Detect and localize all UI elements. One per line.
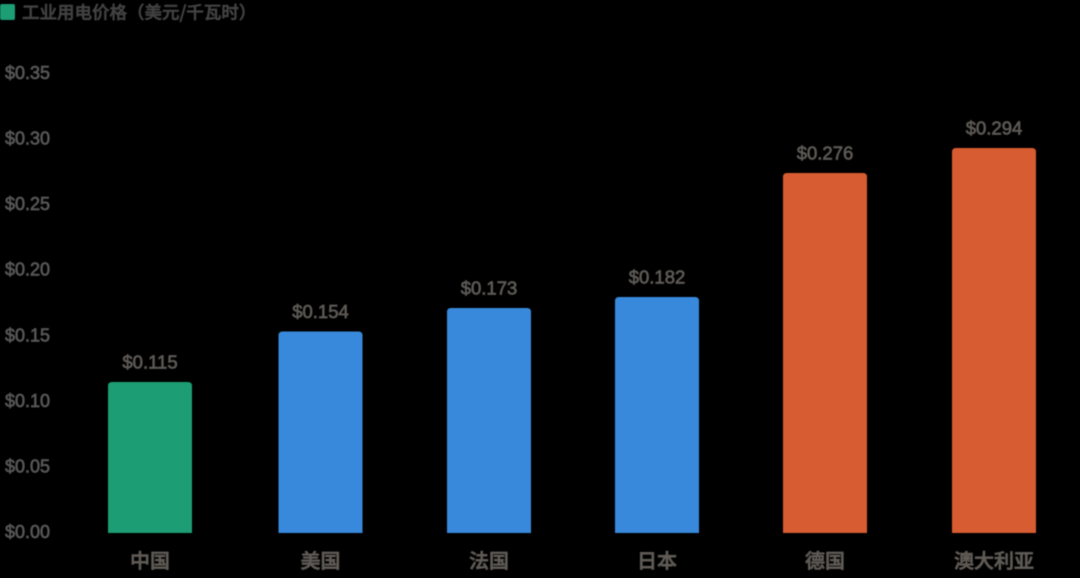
svg-text:$0.25: $0.25 [5,194,50,214]
svg-text:$0.15: $0.15 [5,325,50,345]
svg-text:$0.20: $0.20 [5,260,50,280]
svg-text:$0.00: $0.00 [5,522,50,542]
svg-text:$0.30: $0.30 [5,129,50,149]
svg-text:$0.182: $0.182 [629,267,686,288]
svg-text:$0.154: $0.154 [292,301,349,322]
svg-text:$0.276: $0.276 [797,143,854,164]
svg-text:$0.10: $0.10 [5,391,50,411]
svg-text:$0.05: $0.05 [5,456,50,476]
svg-text:$0.35: $0.35 [5,63,50,83]
svg-text:$0.173: $0.173 [461,278,518,299]
svg-text:$0.115: $0.115 [122,352,177,373]
svg-text:$0.294: $0.294 [966,118,1023,139]
